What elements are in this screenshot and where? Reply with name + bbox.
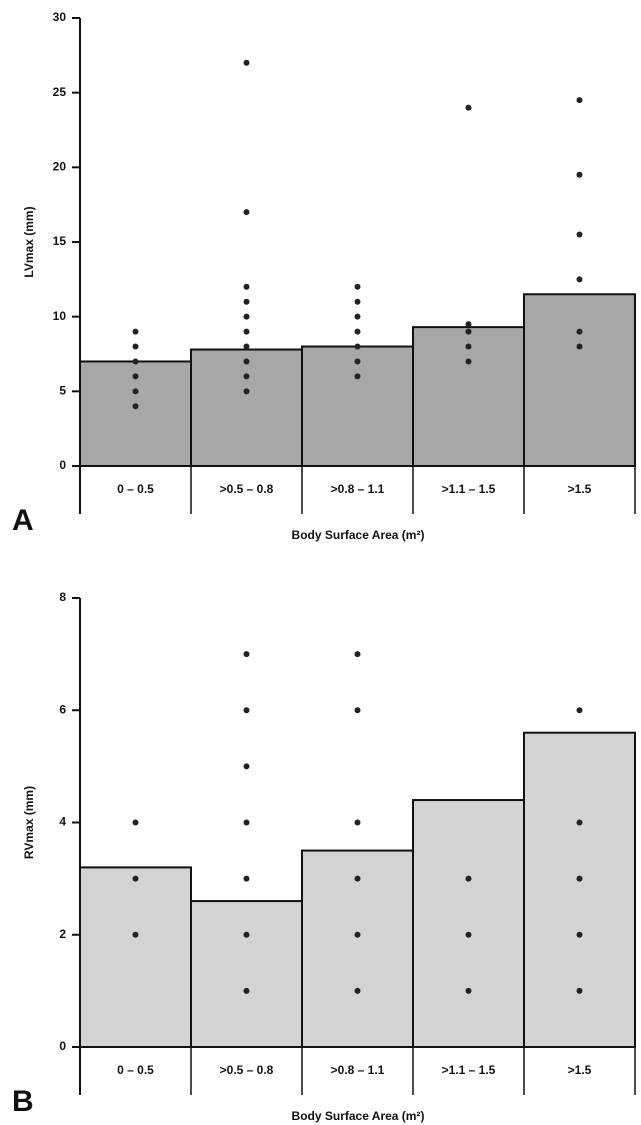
dot (354, 707, 361, 714)
dot (576, 343, 583, 350)
y-tick-label: 0 (59, 458, 66, 472)
y-tick-label: 2 (59, 927, 66, 941)
dot (354, 313, 361, 320)
dot (132, 403, 139, 410)
dot (465, 875, 472, 882)
x-tick-label: >0.5 – 0.8 (220, 1063, 274, 1077)
y-tick-label: 5 (59, 384, 66, 398)
dot (243, 209, 250, 216)
x-tick-label: >1.1 – 1.5 (442, 1063, 496, 1077)
y-tick-label: 15 (53, 234, 67, 248)
y-tick-label: 30 (53, 10, 67, 24)
dot (465, 328, 472, 335)
x-axis-label: Body Surface Area (m²) (292, 528, 425, 542)
dot (243, 819, 250, 826)
dot (243, 373, 250, 380)
y-axis-label: LVmax (mm) (22, 206, 36, 277)
dot (243, 651, 250, 658)
dot (576, 707, 583, 714)
dot (354, 987, 361, 994)
dot (243, 931, 250, 938)
dot (243, 298, 250, 305)
x-tick-label: 0 – 0.5 (117, 482, 154, 496)
dot (354, 373, 361, 380)
y-axis-label: RVmax (mm) (22, 786, 36, 859)
dot (354, 819, 361, 826)
x-tick-label: >0.8 – 1.1 (331, 482, 385, 496)
x-tick-label: >0.5 – 0.8 (220, 482, 274, 496)
panel-label: A (12, 504, 34, 537)
dot (576, 875, 583, 882)
dot (354, 328, 361, 335)
dot (243, 283, 250, 290)
bar (523, 293, 636, 467)
dot (354, 931, 361, 938)
dot (576, 97, 583, 104)
dot (243, 763, 250, 770)
dot (465, 358, 472, 365)
dot (132, 931, 139, 938)
dot (243, 707, 250, 714)
dot (243, 987, 250, 994)
dot (576, 931, 583, 938)
y-tick-label: 10 (53, 309, 67, 323)
y-tick-label: 20 (53, 160, 67, 174)
x-tick-label: >0.8 – 1.1 (331, 1063, 385, 1077)
bar (301, 849, 414, 1048)
dot (576, 328, 583, 335)
dot (465, 987, 472, 994)
dot (465, 104, 472, 111)
dot (576, 276, 583, 283)
bar (190, 348, 303, 467)
dot (354, 343, 361, 350)
bar (79, 866, 192, 1049)
bar (190, 900, 303, 1049)
dot (576, 987, 583, 994)
bar (523, 731, 636, 1048)
y-tick-label: 8 (59, 590, 66, 604)
y-tick-label: 6 (59, 702, 66, 716)
x-tick-label: >1.1 – 1.5 (442, 482, 496, 496)
dot (132, 343, 139, 350)
dot (576, 819, 583, 826)
x-tick-label: 0 – 0.5 (117, 1063, 154, 1077)
dot (354, 651, 361, 658)
x-tick-label: >1.5 (568, 1063, 592, 1077)
dot (243, 343, 250, 350)
dot (132, 358, 139, 365)
x-axis-label: Body Surface Area (m²) (292, 1109, 425, 1123)
dot (132, 875, 139, 882)
dot (243, 358, 250, 365)
dot (354, 298, 361, 305)
dot (243, 388, 250, 395)
dot (132, 388, 139, 395)
dot (465, 931, 472, 938)
dot (465, 321, 472, 328)
dot (243, 875, 250, 882)
dot (243, 59, 250, 66)
dot (354, 875, 361, 882)
dot (354, 283, 361, 290)
y-tick-label: 25 (53, 85, 67, 99)
bar (412, 799, 525, 1048)
dot (576, 171, 583, 178)
dot (465, 343, 472, 350)
bar (412, 326, 525, 467)
panel-label: B (12, 1085, 34, 1118)
dot (243, 313, 250, 320)
dot (576, 231, 583, 238)
y-tick-label: 4 (59, 815, 66, 829)
dot (354, 358, 361, 365)
dot (132, 373, 139, 380)
dot (132, 819, 139, 826)
dot (132, 328, 139, 335)
y-tick-label: 0 (59, 1039, 66, 1053)
dot (243, 328, 250, 335)
x-tick-label: >1.5 (568, 482, 592, 496)
